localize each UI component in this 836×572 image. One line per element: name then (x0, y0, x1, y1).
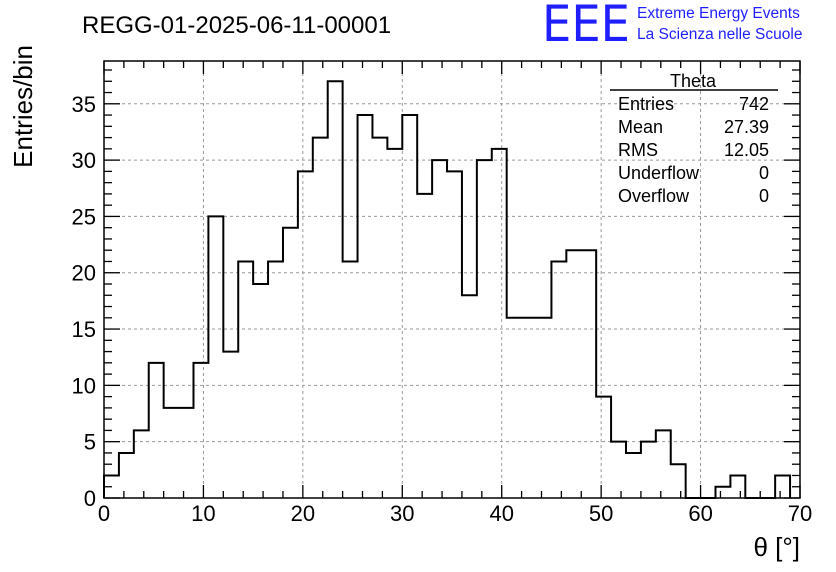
histogram-bin (149, 363, 164, 498)
x-tick-label: 70 (788, 501, 812, 526)
histogram-bin (402, 115, 417, 498)
histogram-bin (358, 115, 373, 498)
histogram-bin (462, 295, 477, 498)
histogram-bin (477, 160, 492, 498)
histogram-bin (507, 318, 522, 498)
stats-row-value: 12.05 (724, 140, 769, 160)
histogram-bin (432, 160, 447, 498)
x-tick-label: 50 (589, 501, 613, 526)
histogram-bin (611, 442, 626, 498)
histogram-bin (447, 171, 462, 498)
stats-row-value: 742 (739, 94, 769, 114)
histogram-bin (313, 138, 328, 498)
y-axis-label: Entries/bin (8, 45, 38, 168)
logo-line-2: La Scienza nelle Scuole (637, 26, 802, 43)
x-tick-label: 20 (291, 501, 315, 526)
histogram-bin (626, 453, 641, 498)
axis-ticks (103, 61, 801, 499)
chart-title: REGG-01-2025-06-11-00001 (82, 12, 391, 39)
y-tick-label: 10 (72, 373, 96, 398)
logo-line-1: Extreme Energy Events (637, 5, 800, 22)
x-tick-label: 0 (98, 501, 110, 526)
eee-logo-mark: EEE (542, 0, 630, 53)
histogram-bin (581, 250, 596, 498)
stats-rows: Entries 742 Mean 27.39 RMS 12.05 Underflow 0 Ove… (618, 94, 769, 206)
histogram-bin (641, 442, 656, 498)
histogram-bin (208, 216, 223, 498)
y-tick-label: 20 (72, 261, 96, 286)
stats-row-label: Underflow (618, 163, 700, 183)
stats-row-label: Entries (618, 94, 674, 114)
stats-box: Theta Entries 742 Mean 27.39 RMS 12.05 Underfl… (610, 71, 778, 206)
histogram-bin (268, 261, 283, 498)
histogram-bin (566, 250, 581, 498)
stats-row-value: 0 (759, 163, 769, 183)
y-tick-label: 30 (72, 148, 96, 173)
x-tick-labels: 0 10 20 30 40 50 60 70 (98, 501, 812, 526)
stats-row-label: RMS (618, 140, 658, 160)
y-tick-label: 0 (84, 486, 96, 511)
stats-row-value: 0 (759, 186, 769, 206)
grid-lines (104, 61, 800, 498)
x-tick-label: 60 (688, 501, 712, 526)
histogram-bin (730, 475, 745, 498)
histogram-bin (417, 194, 432, 498)
histogram-bin (372, 138, 387, 498)
histogram-bin (343, 261, 358, 498)
histogram-bin (164, 408, 179, 498)
histogram-bin (193, 363, 208, 498)
histogram-bin (671, 464, 686, 498)
x-tick-label: 10 (191, 501, 215, 526)
histogram-bin (134, 430, 149, 498)
histogram-bin (492, 149, 507, 498)
histogram-outline (103, 80, 792, 499)
y-tick-label: 15 (72, 317, 96, 342)
x-tick-label: 30 (390, 501, 414, 526)
plot-frame (103, 60, 801, 499)
histogram-bin (119, 453, 134, 498)
histogram-bin (298, 171, 313, 498)
y-tick-labels: 0 5 10 15 20 25 30 35 (72, 92, 96, 511)
y-tick-label: 25 (72, 204, 96, 229)
histogram-bin (283, 228, 298, 498)
histogram-bin (656, 430, 671, 498)
histogram-bin (522, 318, 537, 498)
eee-logo: EEE Extreme Energy Events La Scienza nel… (542, 0, 802, 53)
stats-row-value: 27.39 (724, 117, 769, 137)
histogram-bin (223, 352, 238, 498)
histogram-bin (715, 487, 730, 498)
histogram-bin (179, 408, 194, 498)
y-tick-label: 5 (84, 430, 96, 455)
histogram-bars (103, 80, 792, 499)
histogram-bin (253, 284, 268, 498)
histogram-bin (775, 475, 790, 498)
y-tick-label: 35 (72, 92, 96, 117)
histogram-bin (596, 397, 611, 498)
histogram-bin (238, 261, 253, 498)
stats-title: Theta (670, 71, 717, 91)
histogram-bin (537, 318, 552, 498)
histogram-bin (551, 261, 566, 498)
histogram-bin (328, 81, 343, 498)
x-tick-label: 40 (489, 501, 513, 526)
histogram-bin (387, 149, 402, 498)
stats-row-label: Overflow (618, 186, 690, 206)
x-axis-label: θ [°] (753, 532, 800, 562)
stats-row-label: Mean (618, 117, 663, 137)
